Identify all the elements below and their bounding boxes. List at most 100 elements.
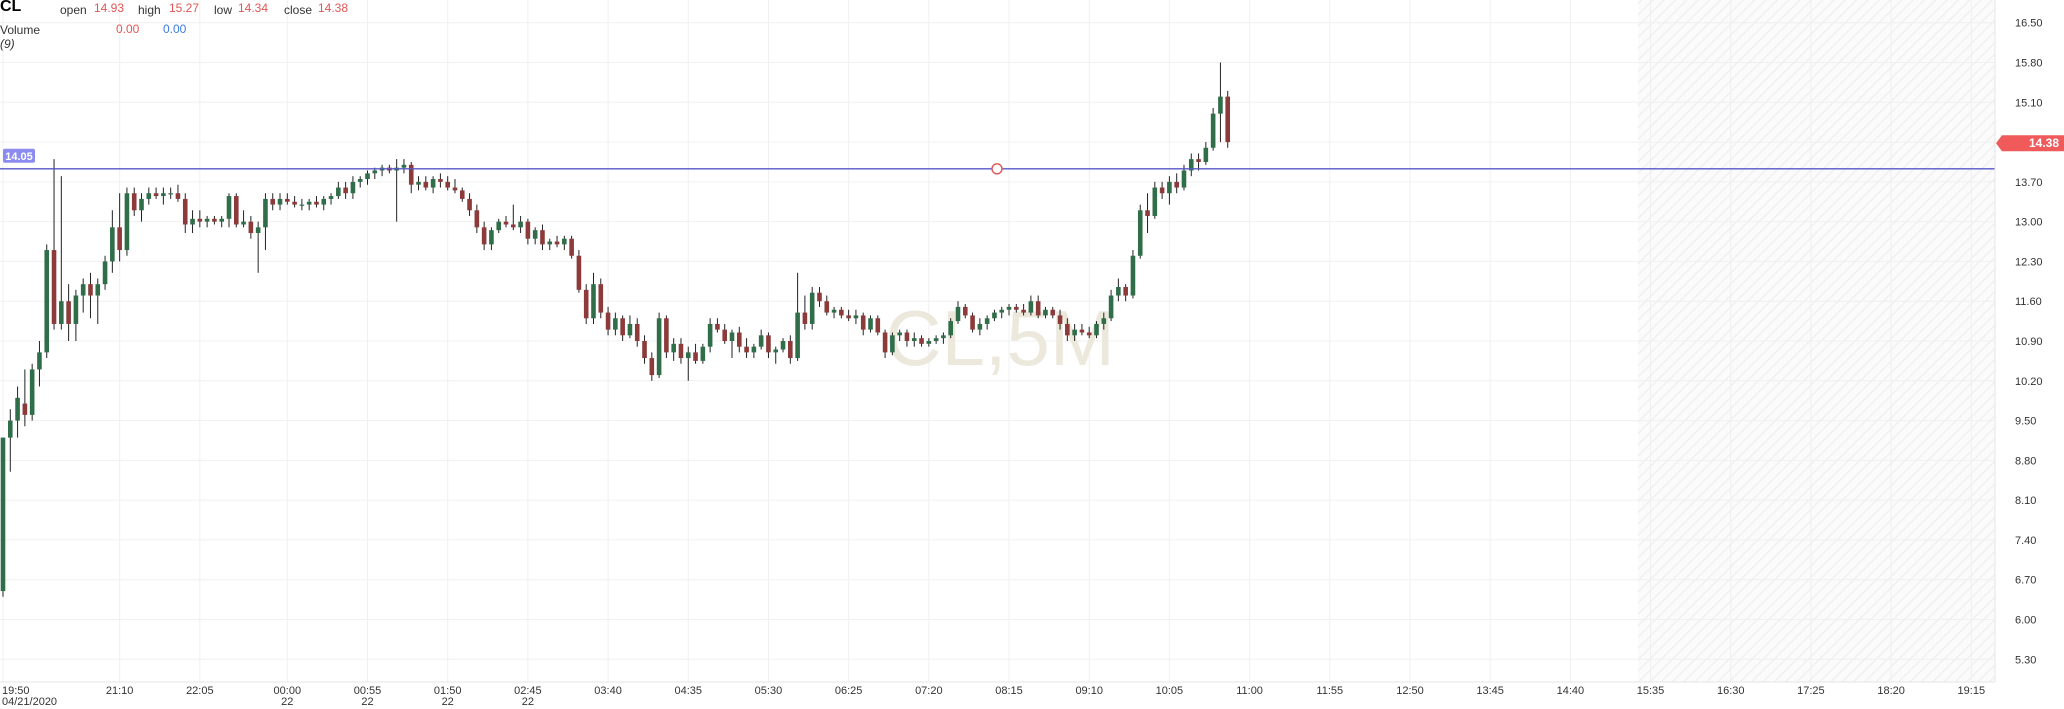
candle-body [970, 315, 975, 330]
last-price-label: 14.38 [2029, 136, 2059, 150]
candle [190, 210, 195, 234]
candle [853, 309, 859, 324]
candle [511, 204, 516, 231]
candle-body [919, 338, 924, 344]
candle [685, 346, 691, 381]
candle [941, 332, 946, 344]
horizontal-line[interactable]: 14.05 [0, 148, 1995, 175]
candle [95, 278, 101, 324]
candle [233, 193, 239, 228]
candle [562, 235, 567, 251]
candle-body [1196, 159, 1201, 162]
candle-body [445, 181, 450, 188]
candle-body [1159, 187, 1165, 194]
candle [270, 193, 276, 211]
candle-body [496, 221, 502, 231]
candle-body [212, 218, 217, 222]
candle-body [1072, 329, 1077, 336]
candle [59, 176, 64, 330]
candle [664, 315, 669, 359]
candle-body [1065, 323, 1070, 336]
candle-body [175, 193, 181, 199]
candle [248, 215, 254, 239]
candle [773, 346, 779, 364]
candle [1014, 304, 1019, 313]
volume-value-2: 0.00 [163, 22, 187, 36]
candle [649, 352, 655, 381]
candle-body [29, 369, 35, 415]
candle [992, 309, 997, 322]
y-tick-label: 15.10 [2015, 97, 2043, 109]
candle-body [350, 181, 356, 194]
x-tick-label: 22:05 [186, 685, 214, 697]
last-price-tag [1996, 135, 2064, 152]
candle [809, 287, 815, 330]
candle [802, 295, 808, 330]
high-value: 15.27 [169, 1, 200, 15]
candle [102, 255, 108, 290]
candle [321, 196, 327, 211]
candle-body [110, 227, 115, 262]
candle-body [1116, 287, 1121, 296]
candle-body [766, 335, 771, 353]
candle-body [904, 332, 910, 341]
candle [153, 187, 159, 199]
candle-body [197, 218, 203, 222]
candle-body [788, 341, 793, 359]
candle [204, 215, 210, 228]
candle-body [1225, 96, 1231, 143]
candle [73, 289, 79, 341]
candle [547, 238, 553, 251]
candle-body [1108, 295, 1114, 319]
candle-body [328, 196, 334, 199]
candle-body [59, 301, 64, 324]
candle-body [984, 318, 990, 324]
candle-body [503, 221, 509, 225]
candle-body [0, 437, 6, 592]
candle-body [219, 218, 224, 222]
candle [263, 193, 268, 251]
candle-body [481, 227, 487, 245]
candle [44, 244, 50, 359]
y-tick-label: 16.50 [2015, 18, 2043, 30]
candle-body [1028, 301, 1034, 313]
candle-body [853, 315, 859, 319]
candle-body [1094, 323, 1099, 336]
candle-body [511, 224, 516, 228]
candle-body [875, 318, 881, 333]
candle [255, 221, 261, 273]
candle [1057, 309, 1063, 330]
candle [438, 173, 443, 188]
y-axis: 16.5015.8015.1014.4013.7013.0012.3011.60… [1994, 0, 2064, 682]
x-tick-label: 21:10 [106, 685, 134, 697]
candle [1188, 153, 1194, 177]
candle [999, 306, 1005, 319]
candle [277, 193, 283, 211]
candle [817, 287, 822, 307]
candle [970, 312, 975, 333]
candle-body [1086, 332, 1092, 336]
x-tick-sublabel: 22 [361, 696, 373, 708]
candle [1021, 304, 1026, 316]
candle [780, 338, 786, 353]
candle-body [95, 284, 101, 296]
candle-body [576, 255, 582, 290]
candle-body [525, 221, 531, 239]
candle [416, 176, 421, 191]
candle-body [583, 289, 589, 319]
volume-value-1: 0.00 [116, 22, 140, 36]
candle [693, 343, 698, 364]
candle-body [518, 221, 523, 228]
candle [766, 332, 771, 359]
hline-handle[interactable] [991, 163, 1003, 175]
candle-body [722, 329, 728, 341]
low-value: 14.34 [238, 1, 269, 15]
candle [131, 187, 137, 216]
x-tick-sublabel: 22 [281, 696, 293, 708]
candle [51, 159, 57, 330]
candle [489, 227, 494, 251]
candle-body [1174, 181, 1179, 188]
